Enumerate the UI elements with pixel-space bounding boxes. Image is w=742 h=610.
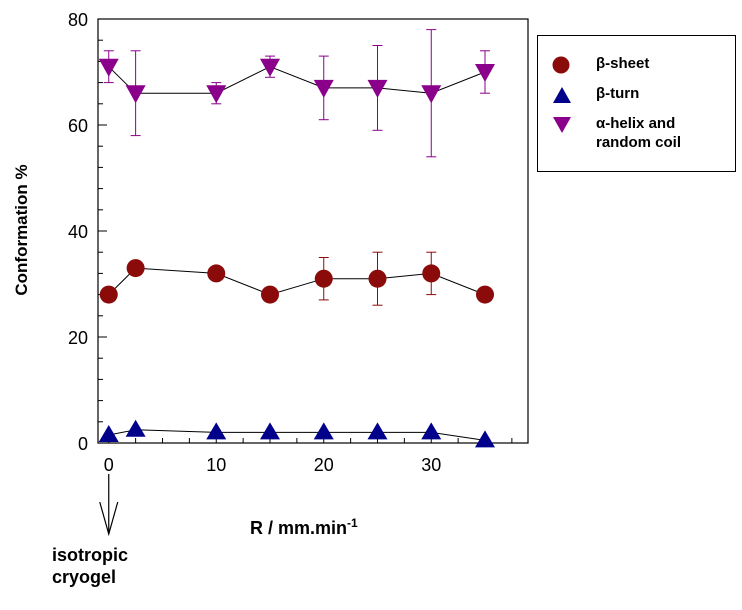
x-axis-label-superscript: -1 <box>347 516 358 530</box>
x-tick-label: 30 <box>421 455 441 475</box>
data-point-alpha-helix <box>367 79 388 98</box>
y-axis-label: Conformation % <box>12 164 31 296</box>
data-point-beta-sheet <box>368 269 387 288</box>
data-point-beta-sheet <box>126 259 145 278</box>
triangle-down-marker-icon <box>553 117 571 133</box>
legend-label-alpha-helix: α-helix and random coil <box>596 115 682 151</box>
data-point-beta-sheet <box>99 285 118 304</box>
series-line <box>108 267 486 296</box>
data-point-beta-turn <box>206 422 227 440</box>
data-point-beta-turn <box>98 425 119 443</box>
legend: β-sheet β-turn α-helix and random coil <box>537 35 736 172</box>
x-tick-label: 20 <box>314 455 334 475</box>
isotropic-cryogel-annotation: isotropic cryogel <box>52 545 129 587</box>
annotation-arrow-head <box>99 501 119 537</box>
series-line <box>108 66 486 94</box>
legend-label-beta-sheet: β-sheet <box>596 55 650 72</box>
triangle-up-marker-icon <box>553 87 571 103</box>
data-point-alpha-helix <box>313 79 334 98</box>
plot-frame <box>97 18 529 444</box>
data-point-beta-turn <box>313 422 334 440</box>
data-point-beta-turn <box>125 419 146 437</box>
series-line <box>108 429 486 441</box>
data-point-beta-sheet <box>314 269 333 288</box>
data-point-beta-sheet <box>207 264 226 283</box>
x-axis-label: R / mm.min-1 <box>250 516 358 539</box>
data-point-beta-sheet <box>422 264 441 283</box>
legend-item-beta-sheet: β-sheet <box>552 54 649 74</box>
y-tick-label: 40 <box>68 222 88 242</box>
data-point-alpha-helix <box>125 85 146 104</box>
data-point-alpha-helix <box>421 85 442 104</box>
legend-label-beta-turn: β-turn <box>596 85 640 102</box>
circle-marker-icon <box>552 56 570 74</box>
data-point-beta-turn <box>421 422 442 440</box>
y-tick-label: 60 <box>68 116 88 136</box>
data-point-alpha-helix <box>260 58 280 77</box>
x-tick-label: 10 <box>206 455 226 475</box>
data-point-alpha-helix <box>475 64 495 82</box>
x-tick-label: 0 <box>104 455 114 475</box>
legend-item-alpha-helix: α-helix and random coil <box>552 114 681 152</box>
data-point-alpha-helix <box>98 58 119 77</box>
data-point-beta-turn <box>475 430 495 448</box>
data-point-alpha-helix <box>206 85 227 104</box>
data-point-beta-sheet <box>261 285 279 304</box>
legend-item-beta-turn: β-turn <box>552 84 639 104</box>
y-tick-label: 20 <box>68 328 88 348</box>
y-tick-label: 80 <box>68 10 88 30</box>
x-axis-label-text: R / mm.min <box>250 518 348 538</box>
data-point-beta-turn <box>367 422 388 440</box>
y-tick-label: 0 <box>78 434 88 454</box>
data-point-beta-turn <box>260 422 280 440</box>
data-point-beta-sheet <box>476 285 494 304</box>
